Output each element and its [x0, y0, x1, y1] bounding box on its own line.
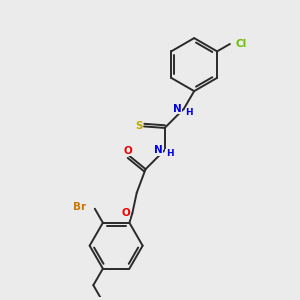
Text: N: N — [173, 104, 182, 114]
Text: N: N — [154, 145, 163, 155]
Text: H: H — [166, 149, 173, 158]
Text: Br: Br — [74, 202, 86, 212]
Text: H: H — [185, 108, 193, 117]
Text: Cl: Cl — [235, 39, 246, 49]
Text: O: O — [121, 208, 130, 218]
Text: O: O — [124, 146, 132, 156]
Text: S: S — [135, 122, 142, 131]
